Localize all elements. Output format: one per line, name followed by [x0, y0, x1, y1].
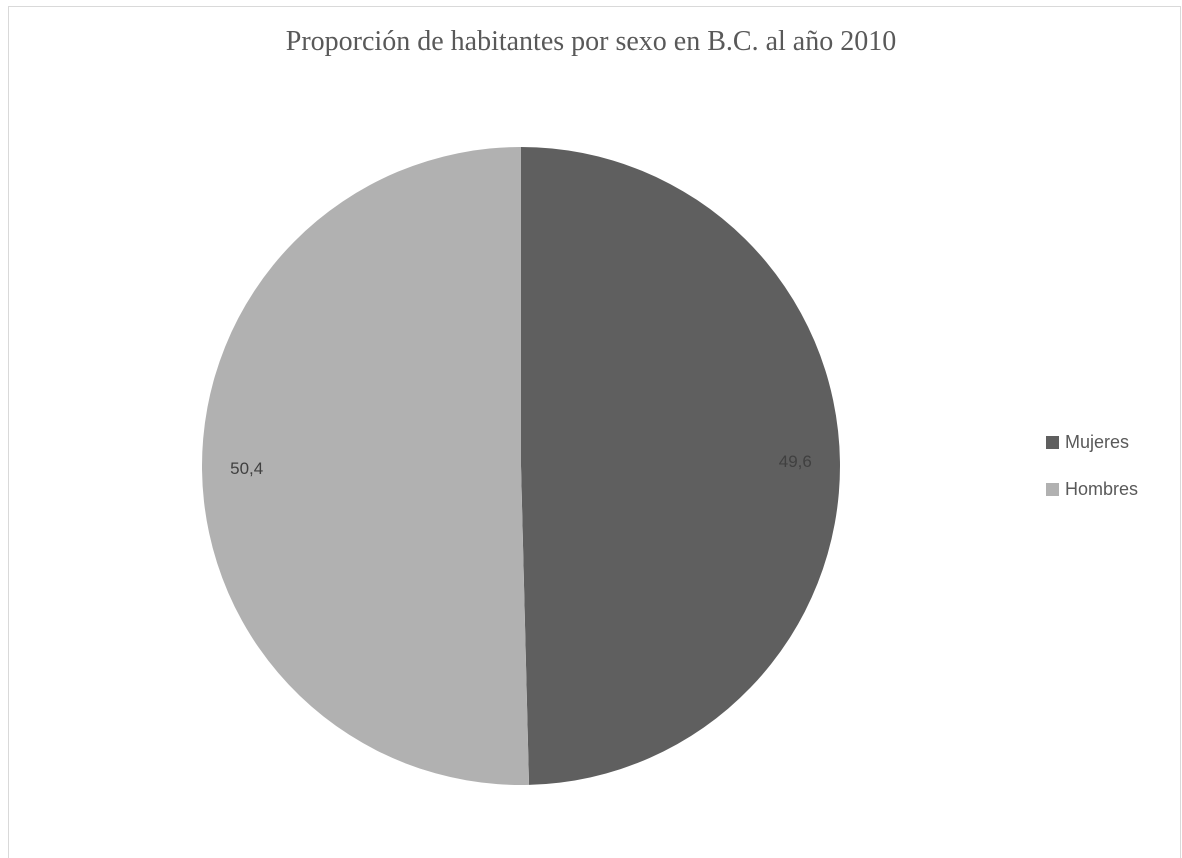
legend-label-hombres: Hombres	[1065, 478, 1139, 499]
chart-title: Proporción de habitantes por sexo en B.C…	[285, 26, 897, 57]
pie-slice-hombres	[201, 147, 530, 786]
legend-label-mujeres: Mujeres	[1065, 431, 1130, 452]
pie-slice-mujeres	[521, 147, 840, 785]
legend-swatch-hombres	[1046, 482, 1059, 496]
legend-item-hombres: Hombres	[1046, 477, 1138, 501]
legend-item-mujeres: Mujeres	[1046, 430, 1138, 454]
data-label-mujeres: 49,6	[779, 452, 812, 471]
legend-swatch-mujeres	[1046, 435, 1059, 449]
data-label-hombres: 50,4	[230, 459, 263, 478]
legend: Mujeres Hombres	[1046, 430, 1138, 524]
